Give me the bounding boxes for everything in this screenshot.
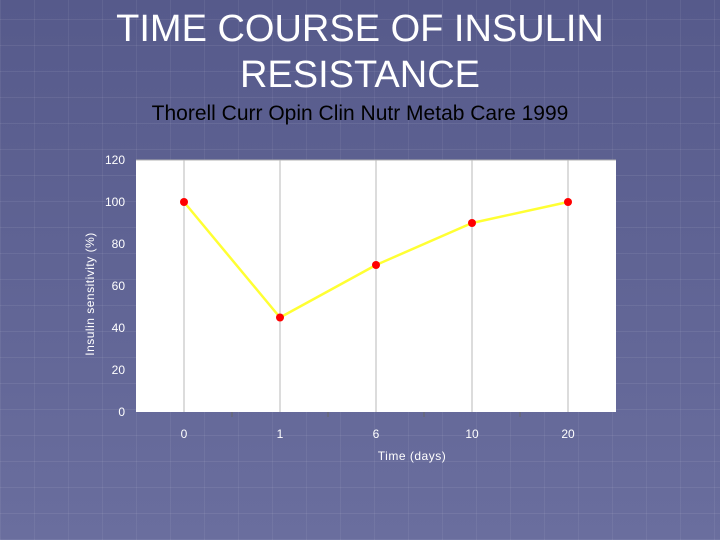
y-tick-label-40: 40: [112, 321, 126, 335]
x-axis-title: Time (days): [378, 449, 446, 463]
data-point-1: [276, 313, 284, 322]
x-tick-label-1: 1: [277, 427, 284, 441]
data-point-20: [564, 198, 572, 206]
y-tick-label-20: 20: [112, 363, 126, 377]
data-point-10: [468, 219, 476, 227]
data-point-6: [372, 261, 380, 269]
slide-title: TIME COURSE OF INSULIN RESISTANCE: [0, 6, 720, 98]
data-point-0: [180, 198, 188, 206]
x-tick-label-6: 6: [373, 427, 380, 441]
slide-subtitle: Thorell Curr Opin Clin Nutr Metab Care 1…: [151, 102, 569, 125]
slide-title-line-1: TIME COURSE OF INSULIN: [116, 8, 604, 50]
x-tick-label-20: 20: [561, 427, 575, 441]
x-tick-label-10: 10: [465, 427, 479, 441]
y-tick-label-100: 100: [105, 195, 125, 209]
y-tick-label-120: 120: [105, 153, 125, 167]
y-axis-title: Insulin sensitivity (%): [83, 232, 97, 356]
y-tick-label-60: 60: [112, 279, 126, 293]
x-tick-label-0: 0: [181, 427, 188, 441]
y-tick-label-80: 80: [112, 237, 126, 251]
y-tick-label-0: 0: [118, 405, 125, 419]
slide-title-line-2: RESISTANCE: [239, 54, 480, 96]
